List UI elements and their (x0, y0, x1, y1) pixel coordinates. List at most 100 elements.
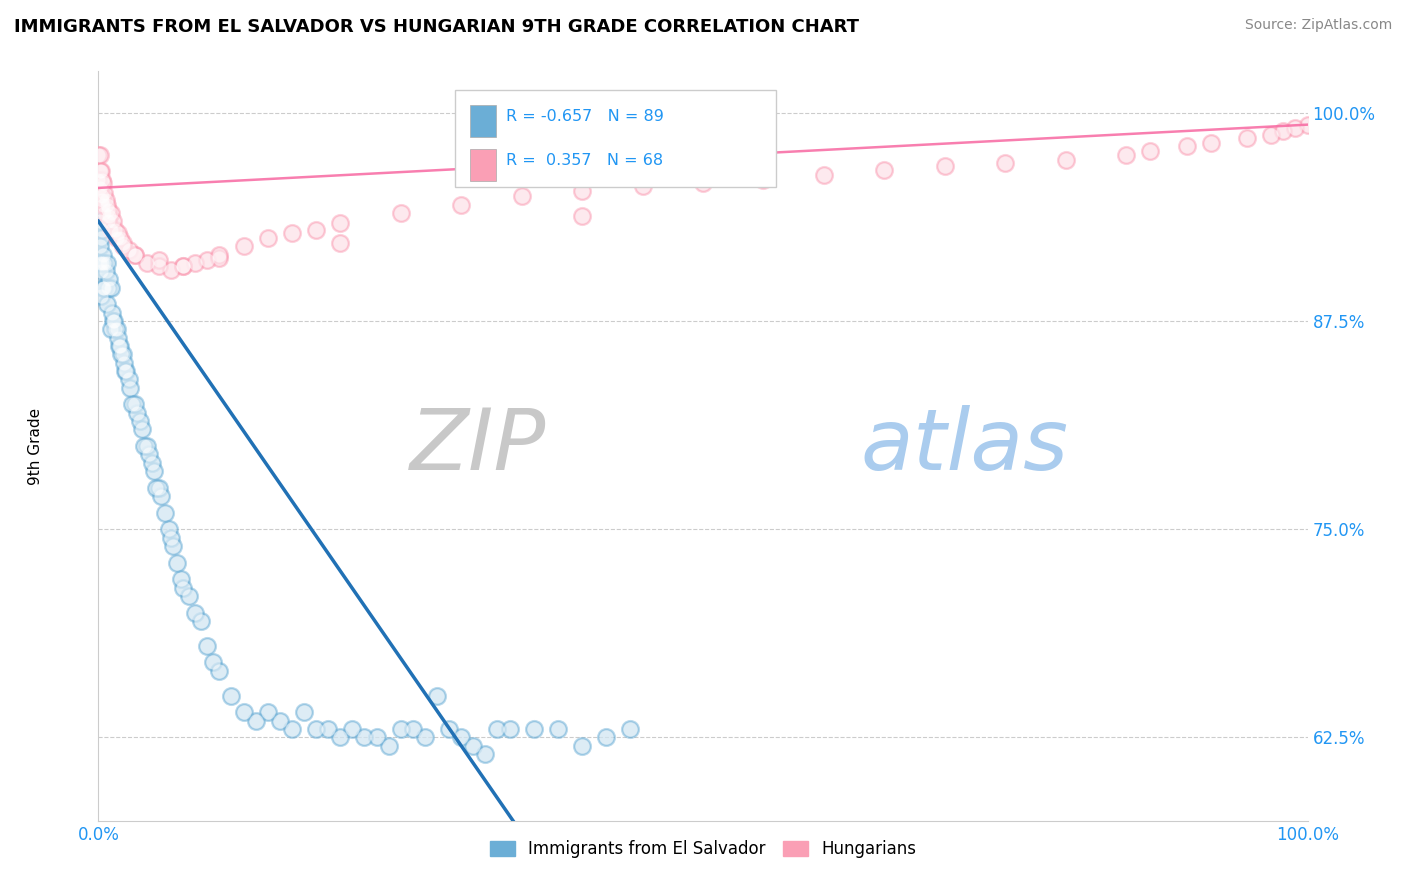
Point (256, 231, 278, 245)
Point (90, 289, 112, 303)
Point (1272, 124, 1295, 138)
Point (437, 722, 460, 736)
Point (118, 381, 141, 395)
Point (89, 164, 111, 178)
Point (994, 156, 1017, 170)
Point (1236, 131, 1258, 145)
Point (87, 172, 110, 186)
Point (135, 439, 157, 453)
Point (93, 256, 115, 270)
Point (305, 722, 328, 736)
Point (96, 297, 118, 311)
Point (269, 714, 291, 728)
Point (127, 406, 149, 420)
Point (1115, 147, 1137, 161)
Point (498, 722, 520, 736)
Point (571, 184, 593, 198)
Point (91, 222, 114, 236)
Point (134, 439, 156, 453)
Point (94, 193, 117, 207)
Point (426, 689, 449, 703)
Point (329, 731, 352, 745)
Point (97, 281, 120, 295)
Point (111, 235, 134, 250)
Point (329, 235, 352, 250)
Point (172, 259, 194, 273)
Point (134, 439, 156, 453)
Point (91, 197, 114, 211)
Point (100, 206, 122, 220)
FancyBboxPatch shape (456, 90, 776, 187)
Point (208, 247, 231, 261)
Point (813, 168, 835, 182)
Point (486, 722, 509, 736)
Point (90, 164, 112, 178)
Point (98, 272, 121, 286)
Point (91, 222, 114, 236)
Point (143, 464, 166, 478)
Point (1296, 118, 1319, 132)
Point (208, 251, 231, 265)
Point (90, 264, 112, 278)
Point (101, 314, 124, 328)
Point (124, 397, 146, 411)
Point (160, 531, 183, 545)
Point (450, 197, 472, 211)
Text: Source: ZipAtlas.com: Source: ZipAtlas.com (1244, 18, 1392, 32)
Point (127, 406, 149, 420)
Point (1284, 120, 1306, 135)
Point (143, 464, 166, 478)
Point (89, 256, 111, 270)
Point (232, 706, 254, 720)
Point (1175, 139, 1198, 153)
Point (571, 739, 593, 753)
Point (232, 239, 254, 253)
Point (124, 247, 146, 261)
Point (148, 252, 170, 267)
Point (98, 209, 121, 223)
Point (108, 231, 131, 245)
Point (316, 722, 339, 736)
Point (91, 172, 114, 186)
Point (100, 306, 122, 320)
Point (160, 262, 183, 277)
Point (107, 331, 129, 345)
Point (245, 714, 267, 728)
Point (619, 722, 641, 736)
Point (281, 226, 304, 240)
Point (873, 162, 896, 177)
Point (91, 193, 114, 207)
Point (172, 581, 194, 595)
Point (160, 531, 183, 545)
Point (118, 243, 141, 257)
Point (124, 247, 146, 261)
Point (87, 172, 110, 186)
Point (128, 414, 150, 428)
Point (94, 264, 117, 278)
Point (112, 356, 135, 370)
Point (160, 262, 183, 277)
Point (91, 176, 114, 190)
Point (90, 231, 112, 245)
Point (131, 422, 153, 436)
Point (97, 202, 120, 217)
Point (128, 414, 150, 428)
Point (994, 156, 1017, 170)
Point (150, 489, 173, 503)
Point (93, 206, 115, 220)
Y-axis label: 9th Grade: 9th Grade (28, 408, 42, 484)
Point (523, 722, 546, 736)
Point (190, 614, 212, 628)
Point (402, 722, 425, 736)
Point (510, 189, 533, 203)
Point (91, 172, 114, 186)
Bar (470, 105, 496, 136)
Point (157, 522, 180, 536)
Point (124, 247, 146, 261)
Point (107, 331, 129, 345)
Point (377, 739, 399, 753)
Point (498, 722, 520, 736)
Point (89, 214, 111, 228)
Point (138, 447, 160, 461)
Point (329, 235, 352, 250)
